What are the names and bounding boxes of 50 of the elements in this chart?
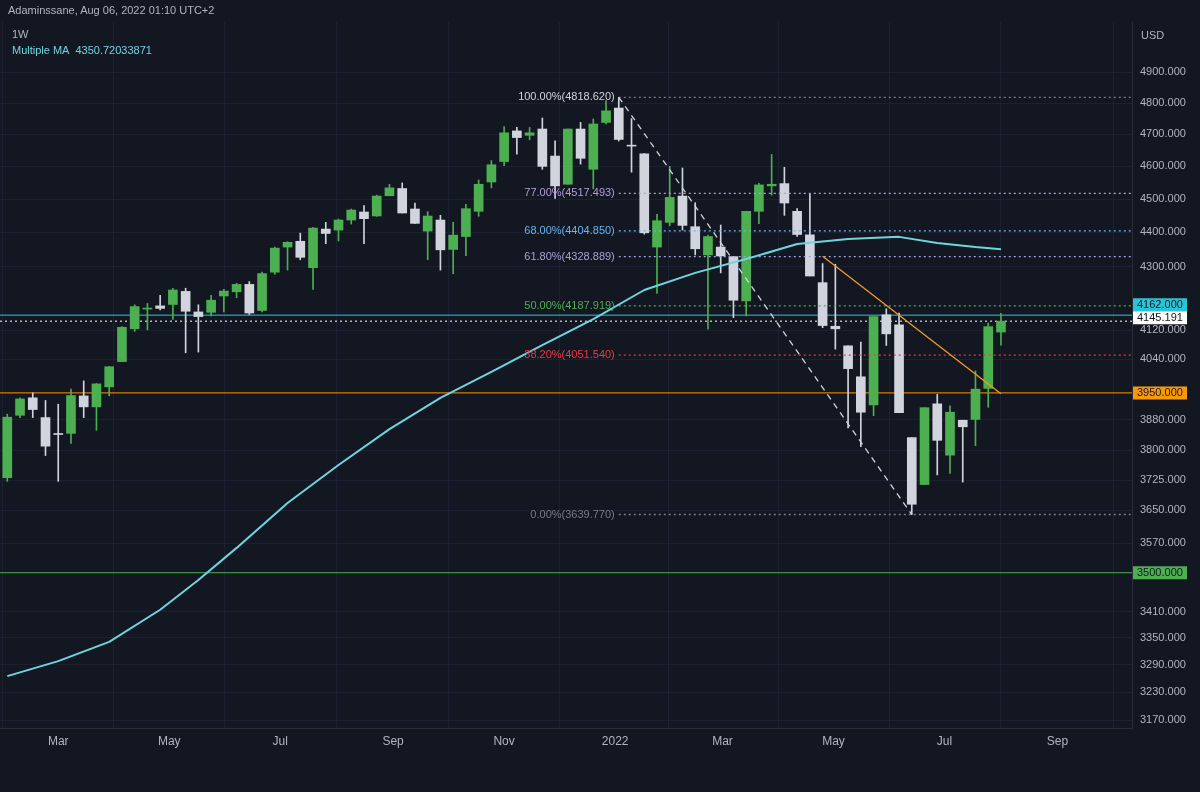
annotation: 4350.72033871 (75, 44, 152, 56)
x-tick-label: Mar (712, 733, 733, 748)
annotation: 100.00%(4818.620) (518, 90, 615, 103)
y-tick-label: 3880.000 (1140, 412, 1186, 425)
y-tick-label: 3800.000 (1140, 443, 1186, 456)
y-tick-label: 3650.000 (1140, 503, 1186, 516)
annotation: 68.00%(4404.850) (524, 223, 615, 236)
x-tick-label: Sep (382, 733, 405, 748)
x-tick-label: Mar (47, 733, 69, 748)
candlestick (359, 205, 369, 244)
y-tick-label: 4040.000 (1140, 352, 1186, 365)
ref-line-label: 3500.000 (1137, 566, 1183, 579)
x-tick-label: Nov (493, 733, 515, 748)
ref-line-label: 4162.000 (1137, 298, 1183, 311)
candlestick (155, 294, 165, 311)
y-tick-label: 4700.000 (1140, 127, 1186, 140)
text: Multiple MA (12, 44, 70, 56)
annotation: 0.00%(3639.770) (530, 507, 615, 520)
y-tick-label: 4800.000 (1140, 96, 1186, 109)
text: Adaminssane, Aug 06, 2022 01:10 UTC+2 (8, 4, 215, 16)
candlestick (320, 222, 331, 244)
y-tick-label: 3725.000 (1140, 473, 1186, 486)
y-tick-label: 3170.000 (1140, 713, 1186, 726)
y-tick-label: 4600.000 (1140, 159, 1186, 172)
x-tick-label: Jul (936, 733, 953, 748)
y-tick-label: 3570.000 (1140, 536, 1186, 549)
y-tick-label: 3290.000 (1140, 657, 1186, 670)
y-tick-label: 4120.000 (1140, 323, 1186, 336)
candlestick (53, 403, 64, 482)
y-tick-label: 4400.000 (1140, 225, 1186, 238)
x-tick-label: Jul (272, 733, 288, 748)
x-tick-label: Sep (1046, 733, 1069, 748)
ref-line-label: 4145.191 (1137, 311, 1183, 324)
ref-line-label: 3950.000 (1137, 386, 1183, 399)
y-tick-label: 3410.000 (1140, 604, 1186, 617)
x-tick-label: May (822, 733, 845, 748)
annotation: 61.80%(4328.889) (524, 249, 615, 262)
y-tick-label: 4500.000 (1140, 192, 1186, 205)
y-tick-label: 3230.000 (1140, 685, 1186, 698)
y-axis-title: USD (1141, 29, 1165, 41)
x-tick-label: May (157, 733, 181, 748)
candlestick (219, 288, 229, 313)
annotation: 38.20%(4051.540) (524, 348, 615, 361)
annotation: 50.00%(4187.919) (524, 298, 615, 311)
y-tick-label: 4900.000 (1140, 65, 1186, 78)
text: 1W (12, 27, 30, 42)
y-tick-label: 3350.000 (1140, 630, 1186, 643)
x-tick-label: 2022 (601, 733, 629, 748)
y-tick-label: 4300.000 (1140, 259, 1186, 272)
candlestick (957, 419, 968, 483)
